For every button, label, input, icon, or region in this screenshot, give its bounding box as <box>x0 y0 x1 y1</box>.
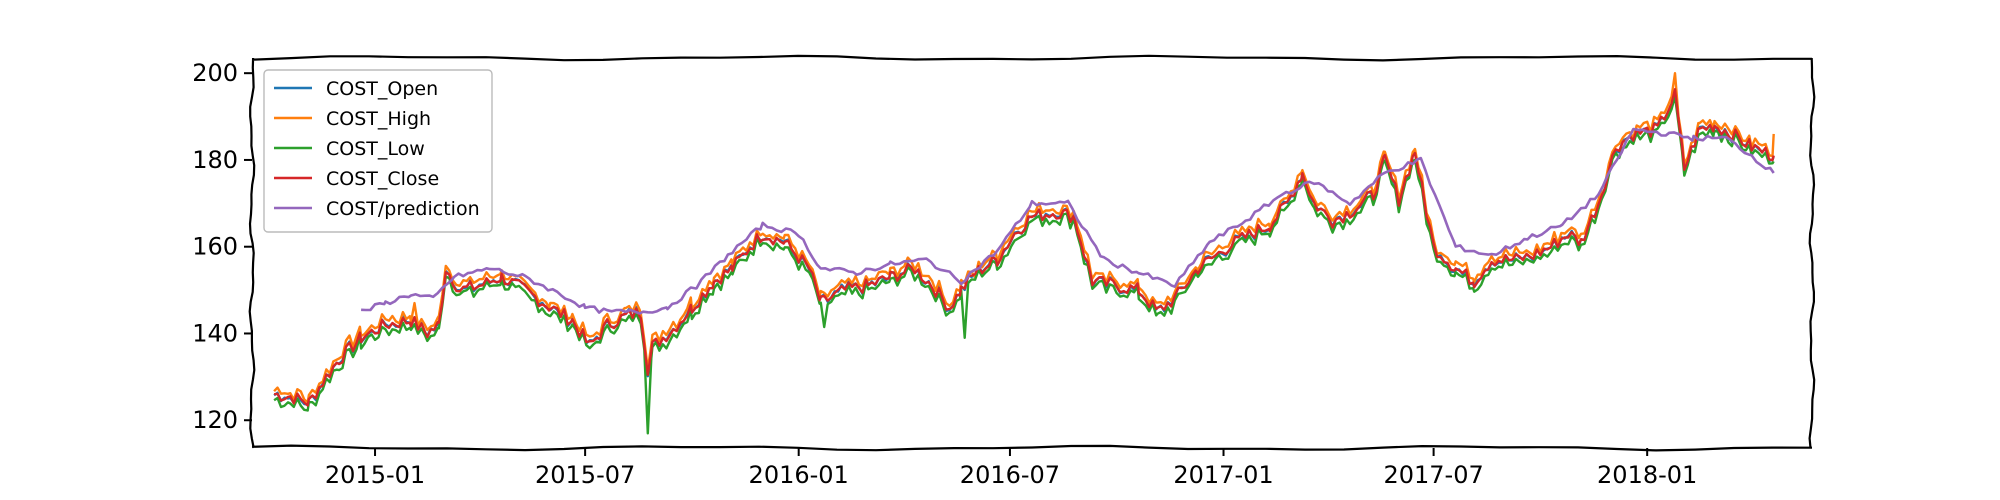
y-tick-label: 160 <box>192 233 238 261</box>
legend-box <box>263 69 493 233</box>
legend: COST_Open COST_High COST_Low COST_Close COST… <box>263 69 493 233</box>
x-tick-label: 2016-07 <box>960 461 1060 489</box>
series-line-cost-low <box>273 95 1775 435</box>
series-line-cost-close <box>273 88 1775 407</box>
x-tick-label: 2018-01 <box>1597 461 1697 489</box>
y-tick-label: 140 <box>192 319 238 347</box>
x-tick-label: 2015-07 <box>535 461 635 489</box>
x-tick-label: 2017-07 <box>1383 461 1483 489</box>
x-tick-label: 2016-01 <box>749 461 849 489</box>
x-axis: 2015-01 2015-07 2016-01 2016-07 2017-01 2017-… <box>325 448 1697 489</box>
y-tick-label: 180 <box>192 146 238 174</box>
series-line-cost-prediction <box>361 127 1775 315</box>
axes-frame <box>248 54 1816 452</box>
legend-label: COST_Open <box>326 78 438 100</box>
legend-label: COST_Close <box>326 168 439 190</box>
legend-label: COST_High <box>326 108 431 130</box>
x-tick-label: 2015-01 <box>325 461 425 489</box>
series-layer <box>273 72 1775 435</box>
y-tick-label: 200 <box>192 59 238 87</box>
legend-label: COST_Low <box>326 138 425 160</box>
series-line-cost-high <box>273 72 1775 404</box>
legend-label: COST/prediction <box>326 198 480 220</box>
y-axis: 120 140 160 180 200 <box>192 59 252 434</box>
y-tick-label: 120 <box>192 406 238 434</box>
x-tick-label: 2017-01 <box>1173 461 1273 489</box>
